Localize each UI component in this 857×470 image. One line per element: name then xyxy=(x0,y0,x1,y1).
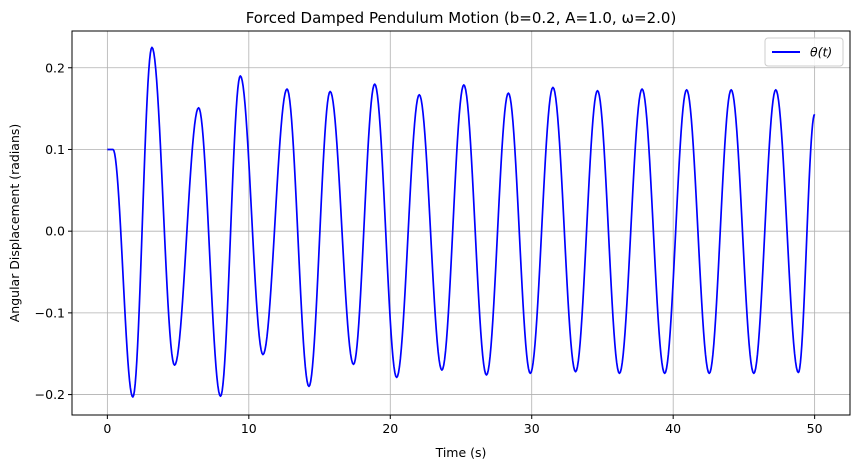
legend: θ(t) xyxy=(764,37,844,67)
y-tick-label: 0.1 xyxy=(45,142,65,157)
x-tick-label: 40 xyxy=(665,421,681,436)
x-axis-label: Time (s) xyxy=(435,445,487,460)
axes-frame xyxy=(71,30,851,416)
y-axis-label: Angular Displacement (radians) xyxy=(7,124,22,323)
y-tick-label: −0.1 xyxy=(35,305,65,320)
x-axis: 0 10 20 30 40 50 xyxy=(103,415,823,436)
y-tick-label: −0.2 xyxy=(35,387,65,402)
y-tick-label: 0.2 xyxy=(45,60,65,75)
y-axis: −0.2 −0.1 0.0 0.1 0.2 xyxy=(35,60,72,402)
x-tick-label: 0 xyxy=(103,421,111,436)
chart-title: Forced Damped Pendulum Motion (b=0.2, A=… xyxy=(246,9,677,27)
grid xyxy=(72,31,850,415)
x-tick-label: 30 xyxy=(524,421,540,436)
x-tick-label: 50 xyxy=(807,421,823,436)
x-tick-label: 20 xyxy=(382,421,398,436)
series-line-theta xyxy=(106,46,816,398)
y-tick-label: 0.0 xyxy=(45,224,65,239)
plot-area xyxy=(106,46,816,398)
legend-box xyxy=(764,37,844,67)
legend-label: θ(t) xyxy=(810,45,832,60)
x-tick-label: 10 xyxy=(241,421,257,436)
